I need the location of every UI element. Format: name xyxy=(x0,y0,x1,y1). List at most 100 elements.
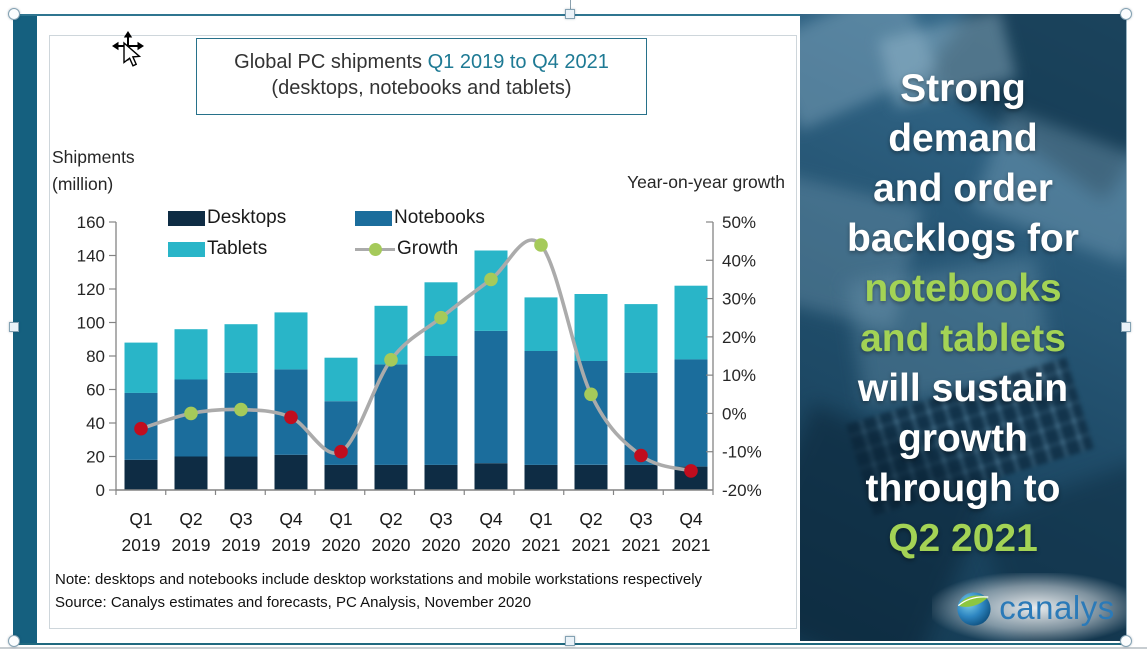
growth-marker-Q1-2020 xyxy=(334,444,348,459)
right-tick-label: 50% xyxy=(722,213,756,232)
growth-marker-Q2-2020 xyxy=(384,353,398,367)
left-tick-label: 60 xyxy=(86,381,105,400)
x-label-quarter: Q3 xyxy=(429,509,452,529)
x-label-year: 2021 xyxy=(572,535,611,555)
x-label-year: 2019 xyxy=(172,535,211,555)
panel-line: and order xyxy=(873,167,1053,210)
selection-handle-bottom-right[interactable] xyxy=(1120,635,1132,647)
growth-line-icon xyxy=(355,242,395,257)
left-axis-title: Shipments (million) xyxy=(52,147,135,194)
bar-tablets-Q2-2019 xyxy=(174,329,208,380)
bar-tablets-Q4-2019 xyxy=(274,312,308,370)
x-label-quarter: Q1 xyxy=(129,509,152,529)
x-label-year: 2020 xyxy=(422,535,461,555)
bar-tablets-Q3-2021 xyxy=(624,304,658,373)
chart-legend: Desktops Notebooks Tablets Growth xyxy=(168,207,485,259)
bar-desktops-Q1-2021 xyxy=(524,464,558,490)
bar-tablets-Q1-2020 xyxy=(324,357,358,402)
x-label-year: 2020 xyxy=(322,535,361,555)
bar-tablets-Q4-2020 xyxy=(474,250,508,331)
chart-title-prefix: Global PC shipments xyxy=(234,51,423,73)
growth-marker-Q2-2021 xyxy=(584,387,598,402)
panel-line: Q2 2021 xyxy=(888,517,1038,560)
left-tick-label: 100 xyxy=(77,314,105,333)
right-tick-label: 40% xyxy=(722,251,756,270)
left-tick-label: 40 xyxy=(86,414,105,433)
bar-desktops-Q1-2019 xyxy=(124,459,158,490)
chart-note: Note: desktops and notebooks include des… xyxy=(55,571,703,588)
right-tick-label: 30% xyxy=(722,290,756,309)
shipments-growth-chart: 0 20 40 60 80 100 120 140 160 -20% -10% 0% 10% 20% 30%… xyxy=(77,213,762,555)
bar-tablets-Q1-2021 xyxy=(524,297,558,351)
bar-notebooks-Q3-2020 xyxy=(424,356,458,465)
growth-marker-Q3-2020 xyxy=(434,310,448,325)
left-tick-label: 20 xyxy=(86,448,105,467)
selection-handle-top-middle[interactable] xyxy=(565,9,575,19)
chart-title-range: Q1 2019 to Q4 2021 xyxy=(427,51,609,73)
right-tick-label: -10% xyxy=(722,443,762,462)
x-label-year: 2020 xyxy=(472,535,511,555)
bar-tablets-Q3-2019 xyxy=(224,324,258,373)
bar-tablets-Q4-2021 xyxy=(674,285,708,360)
selection-handle-top-left[interactable] xyxy=(8,8,20,20)
panel-line: demand xyxy=(888,117,1038,160)
bar-desktops-Q4-2021 xyxy=(674,466,708,490)
stacked-bars xyxy=(124,250,708,490)
right-tick-label: 0% xyxy=(722,404,747,423)
selection-handle-right-middle[interactable] xyxy=(1121,322,1131,332)
legend-label: Desktops xyxy=(207,207,287,228)
bar-tablets-Q1-2019 xyxy=(124,342,158,393)
bar-desktops-Q2-2021 xyxy=(574,464,608,490)
canalys-logo-text: canalys xyxy=(999,589,1115,626)
legend-item-desktops: Desktops xyxy=(168,207,355,228)
legend-item-tablets: Tablets xyxy=(168,238,355,259)
growth-line xyxy=(139,238,693,473)
bar-desktops-Q4-2019 xyxy=(274,454,308,490)
x-label-year: 2019 xyxy=(272,535,311,555)
panel-line: notebooks xyxy=(864,267,1062,310)
x-label-quarter: Q4 xyxy=(679,509,703,529)
x-label-quarter: Q4 xyxy=(479,509,503,529)
legend-item-notebooks: Notebooks xyxy=(355,207,485,228)
right-tick-label: 20% xyxy=(722,328,756,347)
selection-handle-left-middle[interactable] xyxy=(9,322,19,332)
bar-notebooks-Q4-2021 xyxy=(674,359,708,467)
x-label-year: 2021 xyxy=(672,535,711,555)
bar-desktops-Q4-2020 xyxy=(474,463,508,490)
bar-desktops-Q2-2020 xyxy=(374,464,408,490)
left-tick-label: 140 xyxy=(77,247,105,266)
legend-label: Growth xyxy=(397,238,459,259)
legend-label: Notebooks xyxy=(394,207,485,228)
panel-headline: Strong demand and order backlogs for noteboo… xyxy=(800,64,1126,564)
selection-handle-bottom-left[interactable] xyxy=(8,635,20,647)
x-label-year: 2021 xyxy=(622,535,661,555)
notebooks-swatch-icon xyxy=(355,210,392,226)
x-label-quarter: Q3 xyxy=(629,509,652,529)
growth-marker-Q1-2021 xyxy=(534,238,548,252)
x-label-year: 2021 xyxy=(522,535,561,555)
x-label-quarter: Q1 xyxy=(529,509,552,529)
move-cursor-icon xyxy=(112,31,144,67)
bar-notebooks-Q1-2021 xyxy=(524,351,558,465)
left-tick-label: 80 xyxy=(86,347,105,366)
growth-marker-Q3-2019 xyxy=(234,402,248,417)
growth-marker-Q4-2021 xyxy=(684,464,698,478)
bar-desktops-Q3-2021 xyxy=(624,464,658,490)
growth-marker-Q3-2021 xyxy=(634,448,648,463)
x-label-quarter: Q2 xyxy=(179,509,202,529)
chart-subtitle: (desktops, notebooks and tablets) xyxy=(271,77,572,99)
panel-line: backlogs for xyxy=(847,217,1079,260)
growth-marker-Q2-2019 xyxy=(184,406,198,421)
right-tick-label: -20% xyxy=(722,481,762,500)
selection-handle-top-right[interactable] xyxy=(1120,8,1132,20)
x-label-quarter: Q3 xyxy=(229,509,252,529)
chart-title-box: Global PC shipments Q1 2019 to Q4 2021 (… xyxy=(196,38,647,115)
x-label-year: 2019 xyxy=(222,535,261,555)
right-axis-title: Year-on-year growth xyxy=(627,172,785,192)
bar-desktops-Q3-2019 xyxy=(224,456,258,490)
right-tick-label: 10% xyxy=(722,366,756,385)
selection-handle-bottom-middle[interactable] xyxy=(565,636,575,646)
canalys-globe-icon xyxy=(957,592,991,626)
left-tick-label: 0 xyxy=(96,481,105,500)
